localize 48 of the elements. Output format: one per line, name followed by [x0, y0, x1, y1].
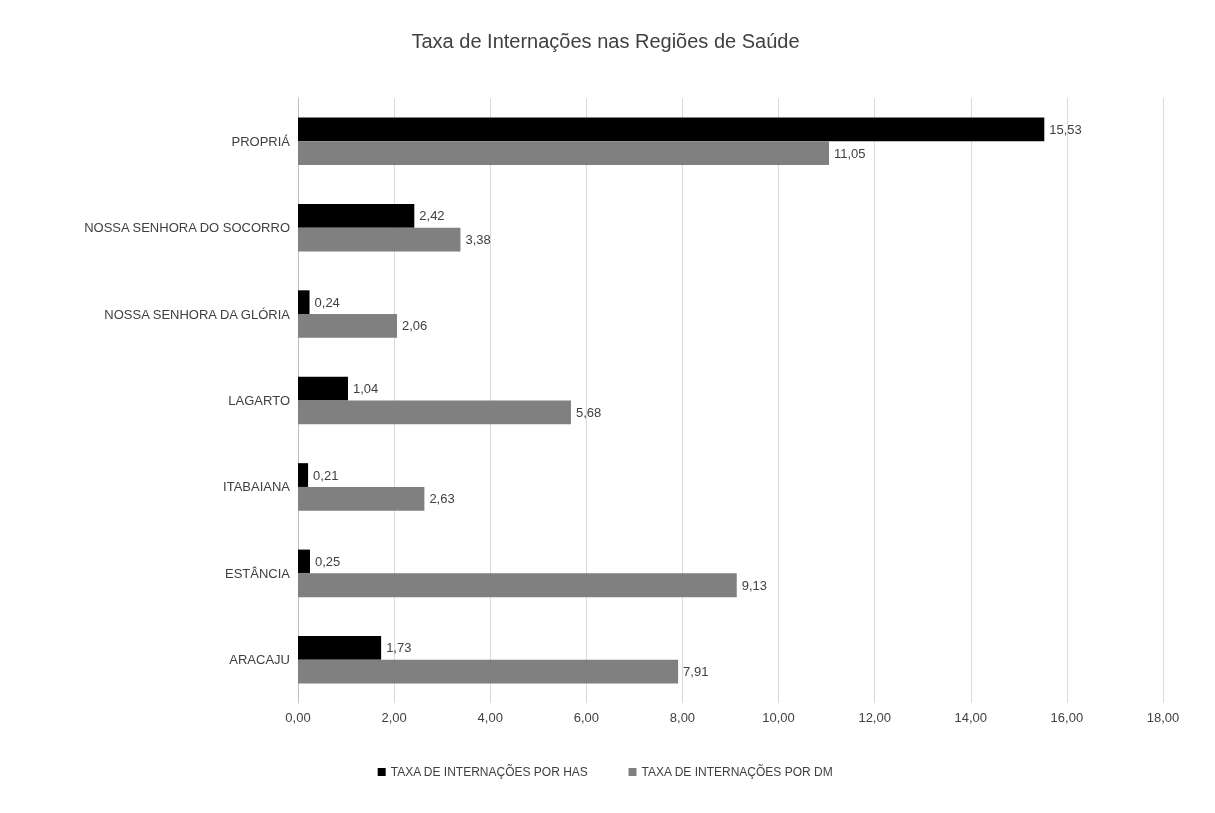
x-tick-label: 10,00 — [762, 710, 795, 725]
data-label: 7,91 — [683, 664, 709, 680]
x-tick-label: 12,00 — [858, 710, 891, 725]
data-label: 5,68 — [575, 404, 602, 420]
x-tick-label: 2,00 — [381, 710, 407, 725]
bar — [298, 376, 348, 401]
bar — [298, 290, 310, 315]
bar — [298, 141, 830, 165]
bar — [298, 636, 382, 660]
bar — [298, 659, 679, 684]
y-tick-label: NOSSA SENHORA DO SOCORRO — [84, 220, 290, 236]
data-label: 0,24 — [314, 294, 340, 310]
data-label: 15,53 — [1049, 121, 1082, 137]
data-label: 3,38 — [465, 232, 491, 248]
chart-title: Taxa de Internações nas Regiões de Saúde — [411, 30, 800, 52]
bar — [298, 549, 311, 574]
bar — [298, 463, 309, 487]
bar — [298, 117, 1045, 142]
bar — [298, 573, 737, 598]
x-tick-label: 16,00 — [1050, 710, 1084, 725]
y-tick-label: LAGARTO — [228, 393, 290, 408]
legend-label: TAXA DE INTERNAÇÕES POR DM — [641, 764, 833, 779]
data-label: 1,73 — [386, 640, 412, 656]
y-tick-label: PROPRIÁ — [231, 133, 291, 149]
legend-label: TAXA DE INTERNAÇÕES POR HAS — [390, 764, 588, 779]
data-label: 0,21 — [313, 467, 339, 483]
x-tick-label: 8,00 — [669, 710, 696, 725]
data-label: 2,42 — [419, 208, 445, 224]
x-tick-label: 14,00 — [954, 710, 988, 725]
y-tick-label: ARACAJU — [229, 652, 290, 668]
y-tick-label: NOSSA SENHORA DA GLÓRIA — [104, 306, 291, 322]
bar — [298, 486, 425, 511]
data-label: 9,13 — [741, 577, 768, 593]
x-tick-label: 18,00 — [1146, 710, 1180, 725]
bar — [298, 203, 415, 228]
y-tick-label: ITABAIANA — [223, 479, 291, 495]
bar — [298, 227, 461, 252]
y-tick-label: ESTÂNCIA — [224, 565, 291, 581]
x-tick-label: 6,00 — [573, 710, 599, 725]
data-label: 1,04 — [352, 381, 379, 397]
bar — [298, 314, 397, 338]
x-tick-label: 4,00 — [477, 710, 503, 725]
data-label: 11,05 — [834, 145, 866, 161]
data-label: 2,63 — [429, 491, 455, 507]
x-tick-label: 0,00 — [285, 710, 311, 725]
data-label: 2,06 — [401, 318, 428, 334]
bar — [298, 400, 571, 425]
data-label: 0,25 — [315, 553, 341, 569]
